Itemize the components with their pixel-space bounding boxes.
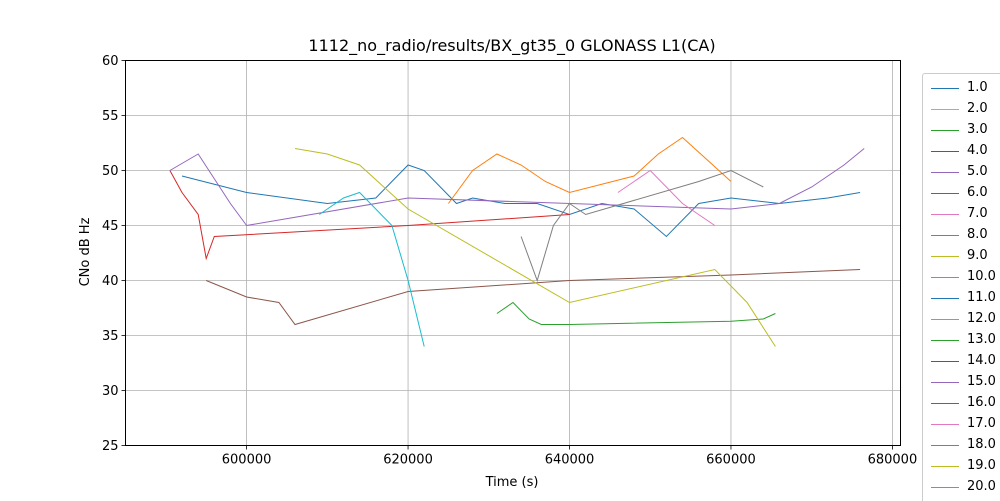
legend-item: 18.0 — [923, 435, 1000, 456]
legend-item: 19.0 — [923, 456, 1000, 477]
y-tick-label: 40 — [102, 274, 119, 289]
legend-label: 15.0 — [967, 374, 996, 389]
y-tick-label: 60 — [102, 54, 119, 69]
legend-label: 16.0 — [967, 395, 996, 410]
legend-item: 5.0 — [923, 162, 1000, 183]
legend-item: 8.0 — [923, 225, 1000, 246]
legend-label: 19.0 — [967, 458, 996, 473]
legend-swatch — [931, 466, 959, 467]
legend-swatch — [931, 88, 959, 89]
legend-swatch — [931, 340, 959, 341]
legend-swatch — [931, 109, 959, 110]
legend-label: 12.0 — [967, 311, 996, 326]
legend-label: 18.0 — [967, 437, 996, 452]
y-tick-label: 50 — [102, 164, 119, 179]
legend-swatch — [931, 319, 959, 320]
legend-swatch — [931, 298, 959, 299]
legend-label: 14.0 — [967, 353, 996, 368]
legend-swatch — [931, 235, 959, 236]
axis-ticks: 600000 620000 640000 660000 680000 25 30 35 40 45… — [102, 54, 917, 468]
x-tick-label: 660000 — [706, 453, 756, 468]
legend-swatch — [931, 445, 959, 446]
legend-label: 20.0 — [967, 479, 996, 494]
legend-swatch — [931, 403, 959, 404]
legend-item: 15.0 — [923, 372, 1000, 393]
legend-item: 16.0 — [923, 393, 1000, 414]
legend-item: 11.0 — [923, 288, 1000, 309]
legend-label: 1.0 — [967, 80, 988, 95]
y-tick-label: 55 — [102, 109, 119, 124]
legend-label: 8.0 — [967, 227, 988, 242]
series-line-13.0 — [496, 301, 776, 325]
legend-label: 10.0 — [967, 269, 996, 284]
x-axis-label: Time (s) — [485, 475, 539, 490]
series-line-16.0 — [206, 269, 861, 326]
legend-swatch — [931, 151, 959, 152]
x-tick-label: 620000 — [383, 453, 433, 468]
series-line-14.0 — [169, 170, 570, 261]
legend-swatch — [931, 361, 959, 362]
legend-item: 1.0 — [923, 78, 1000, 99]
legend-item: 10.0 — [923, 267, 1000, 288]
legend-label: 11.0 — [967, 290, 996, 305]
grid — [125, 60, 901, 446]
legend-swatch — [931, 172, 959, 173]
legend-swatch — [931, 130, 959, 131]
legend-swatch — [931, 487, 959, 488]
legend-item: 14.0 — [923, 351, 1000, 372]
legend-label: 2.0 — [967, 101, 988, 116]
chart-title: 1112_no_radio/results/BX_gt35_0 GLONASS … — [308, 36, 715, 56]
legend-label: 3.0 — [967, 122, 988, 137]
legend-swatch — [931, 424, 959, 425]
series-line-20.0 — [319, 191, 425, 347]
series-line-18.0 — [520, 169, 764, 283]
y-tick-label: 30 — [102, 384, 119, 399]
x-tick-label: 640000 — [545, 453, 595, 468]
legend-swatch — [931, 214, 959, 215]
legend-item: 9.0 — [923, 246, 1000, 267]
legend-label: 17.0 — [967, 416, 996, 431]
legend-item: 12.0 — [923, 309, 1000, 330]
y-tick-label: 45 — [102, 219, 119, 234]
legend-label: 9.0 — [967, 248, 988, 263]
legend-swatch — [931, 277, 959, 278]
series-line-19.0 — [294, 148, 776, 347]
legend-label: 7.0 — [967, 206, 988, 221]
series-line-11.0 — [181, 164, 861, 238]
legend-item: 3.0 — [923, 120, 1000, 141]
legend-label: 5.0 — [967, 164, 988, 179]
series-line-17.0 — [617, 169, 716, 226]
legend-swatch — [931, 193, 959, 194]
legend-item: 13.0 — [923, 330, 1000, 351]
legend: 1.0 2.0 3.0 4.0 5.0 6.0 7.0 8.0 9.0 10.0 11.0 12.0 1… — [922, 73, 1000, 501]
legend-label: 4.0 — [967, 143, 988, 158]
legend-label: 13.0 — [967, 332, 996, 347]
x-tick-label: 600000 — [222, 453, 272, 468]
legend-item: 2.0 — [923, 99, 1000, 120]
legend-item: 17.0 — [923, 414, 1000, 435]
legend-label: 6.0 — [967, 185, 988, 200]
legend-item: 6.0 — [923, 183, 1000, 204]
plot-frame — [125, 60, 901, 446]
series-line-15.0 — [169, 148, 865, 227]
y-tick-label: 25 — [102, 439, 119, 454]
legend-item: 4.0 — [923, 141, 1000, 162]
legend-item: 7.0 — [923, 204, 1000, 225]
legend-item: 20.0 — [923, 477, 1000, 498]
x-tick-label: 680000 — [868, 453, 918, 468]
series-lines — [169, 136, 865, 347]
legend-swatch — [931, 256, 959, 257]
y-tick-label: 35 — [102, 329, 119, 344]
y-axis-label: CNo dB Hz — [78, 217, 93, 286]
series-line-12.0 — [447, 136, 732, 204]
legend-swatch — [931, 382, 959, 383]
